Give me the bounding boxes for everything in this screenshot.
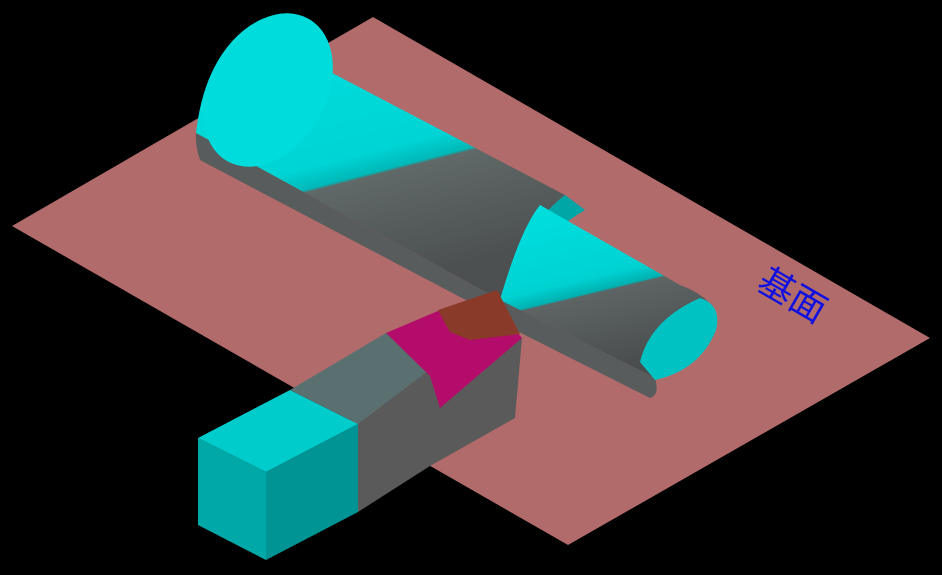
tool-head-side [358,338,522,512]
turning-tool [198,290,522,560]
workpiece-left-end-face [203,13,333,167]
workpiece-large-cylinder [195,13,565,318]
tool-shank-end-side [198,438,266,560]
workpiece-right-end-face [640,298,718,380]
tool-shank-end-top [198,390,358,472]
tool-shank-top [290,333,440,424]
tool-cutting-tip [438,290,520,340]
workpiece-small-cylinder [495,205,718,398]
tool-shank-end-front [266,424,358,560]
